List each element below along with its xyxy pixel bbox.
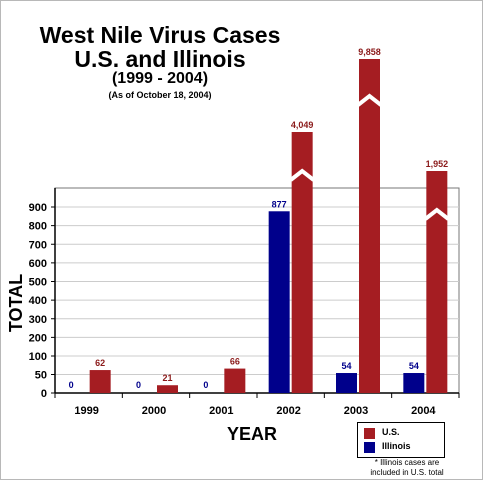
- bar-us: [359, 59, 380, 393]
- data-label-us: 62: [95, 358, 105, 368]
- bar-us: [426, 171, 448, 393]
- data-label-illinois: 0: [69, 380, 74, 390]
- axis-break-mark: [289, 168, 315, 182]
- legend-label-illinois: Illinois: [382, 441, 411, 451]
- x-tick-label: 1999: [74, 405, 98, 417]
- data-label-illinois: 877: [272, 199, 287, 209]
- chart-as-of-date: (As of October 18, 2004): [108, 90, 212, 100]
- data-label-illinois: 54: [409, 361, 419, 371]
- bar-us: [224, 368, 246, 393]
- bar-us: [291, 132, 313, 393]
- y-tick-label: 50: [35, 370, 47, 382]
- plot-area: [54, 187, 460, 394]
- x-tick-label: 2001: [209, 405, 233, 417]
- x-tick-label: 2000: [142, 405, 166, 417]
- bar-illinois: [403, 373, 425, 393]
- y-tick-label: 200: [29, 332, 47, 344]
- footnote-line: * Illinois cases are: [374, 458, 440, 467]
- chart-date-range: (1999 - 2004): [111, 70, 209, 87]
- bar-us: [89, 370, 111, 393]
- data-label-illinois: 0: [203, 380, 208, 390]
- y-tick-label: 900: [29, 202, 47, 214]
- data-label-us: 9,858: [358, 47, 381, 57]
- y-tick-label: 100: [29, 351, 47, 363]
- y-tick-label: 700: [29, 239, 47, 251]
- legend-label-us: U.S.: [382, 427, 400, 437]
- legend-swatch-us: [364, 428, 375, 439]
- data-label-us: 4,049: [291, 120, 314, 130]
- data-label-us: 1,952: [426, 159, 449, 169]
- chart-title: West Nile Virus Cases: [39, 22, 281, 48]
- footnote-line: included in U.S. total: [370, 468, 444, 477]
- y-tick-label: 0: [41, 388, 47, 400]
- data-label-us: 66: [230, 357, 240, 367]
- axis-break-mark: [356, 93, 383, 107]
- y-tick-label: 600: [29, 258, 47, 270]
- data-label-us: 21: [162, 373, 172, 383]
- x-tick-label: 2002: [276, 405, 300, 417]
- y-tick-label: 500: [29, 277, 47, 289]
- legend-swatch-illinois: [364, 442, 375, 453]
- data-label-illinois: 0: [136, 380, 141, 390]
- legend: U.S. Illinois: [357, 422, 445, 458]
- y-axis-title: TOTAL: [6, 274, 26, 332]
- x-tick-label: 2004: [411, 405, 436, 417]
- data-label-illinois: 54: [341, 361, 351, 371]
- y-tick-label: 800: [29, 221, 47, 233]
- axis-break-mark: [424, 207, 450, 221]
- x-tick-label: 2003: [344, 405, 368, 417]
- bar-illinois: [336, 373, 357, 393]
- bar-us: [157, 385, 178, 393]
- bar-illinois: [268, 211, 290, 393]
- chart-subtitle: U.S. and Illinois: [74, 46, 246, 72]
- y-tick-label: 400: [29, 295, 47, 307]
- x-axis-title: YEAR: [227, 424, 277, 444]
- footnote: * Illinois cases are included in U.S. to…: [337, 458, 477, 478]
- y-tick-label: 300: [29, 314, 47, 326]
